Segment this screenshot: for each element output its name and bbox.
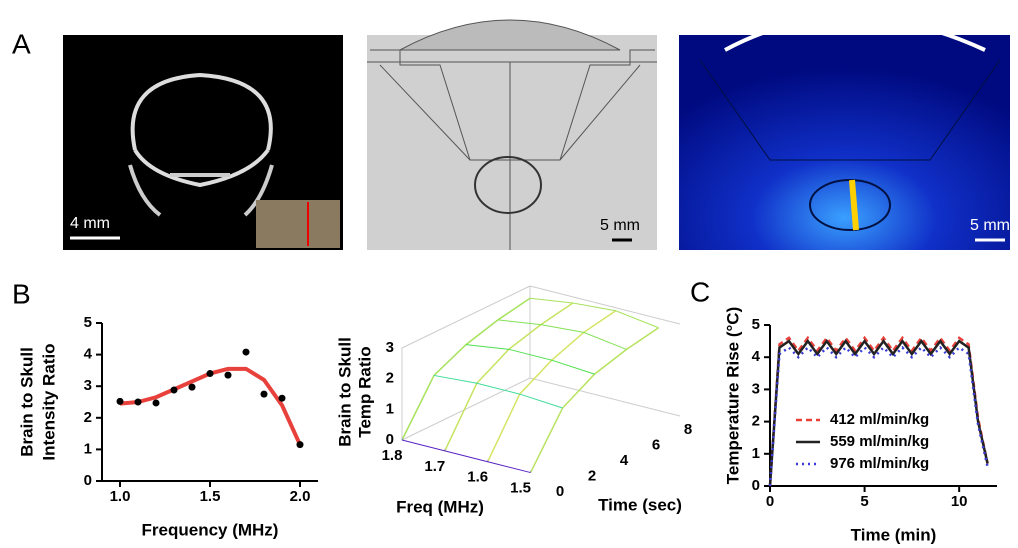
box-edge (402, 286, 530, 348)
x-tick-label: 1.5 (200, 488, 221, 505)
scale-bar-label: 5 mm (970, 217, 1010, 234)
z-tick-label: 3 (386, 339, 394, 356)
data-point (189, 384, 196, 391)
box-edge (530, 378, 680, 416)
y-tick-label: 6 (652, 436, 660, 453)
y-tick-label: 0 (752, 477, 760, 494)
data-point (243, 349, 250, 356)
x-tick-label: 1.8 (382, 447, 403, 464)
y-tick-label: 4 (620, 452, 629, 469)
z-tick-label: 0 (386, 431, 394, 448)
x-axis-label: Freq (MHz) (396, 497, 484, 516)
y-axis-label: Brain to Skull (17, 347, 36, 457)
x-tick-label: 1.6 (467, 469, 488, 486)
data-point (117, 398, 124, 405)
data-point (207, 370, 214, 377)
surface-line (531, 328, 659, 473)
panel-label: A (12, 28, 31, 59)
surface-line (402, 298, 530, 440)
x-tick-label: 10 (951, 493, 968, 510)
panel-label: B (12, 278, 31, 309)
y-tick-label: 1 (752, 445, 760, 462)
data-point (135, 399, 142, 406)
data-point (261, 391, 268, 398)
x-axis-label: Frequency (MHz) (142, 520, 279, 539)
legend-label: 559 ml/min/kg (830, 433, 929, 450)
z-tick-label: 2 (386, 370, 394, 387)
field-image: 5 mm (679, 18, 1010, 251)
panel-label: C (690, 276, 710, 307)
data-point (297, 441, 304, 448)
y-tick-label: 2 (588, 467, 596, 484)
surface-line (488, 311, 616, 462)
y-axis-label: Temperature Rise (°C) (723, 307, 742, 484)
surface-line (434, 375, 563, 408)
y-tick-label: 1 (84, 440, 92, 457)
x-tick-label: 2.0 (290, 488, 311, 505)
x-tick-label: 1.0 (110, 488, 131, 505)
legend-label: 976 ml/min/kg (830, 455, 929, 472)
y-tick-label: 2 (84, 409, 92, 426)
x-tick-label: 1.7 (424, 458, 445, 475)
data-point (153, 399, 160, 406)
y-tick-label: 4 (84, 346, 93, 363)
y-tick-label: 3 (752, 380, 760, 397)
x-tick-label: 0 (766, 493, 774, 510)
surface-line (445, 303, 573, 451)
y-tick-label: 0 (84, 472, 92, 489)
legend-label: 412 ml/min/kg (830, 411, 929, 428)
z-axis-label: Brain to Skull (335, 337, 354, 447)
x-tick-label: 1.5 (510, 480, 531, 497)
geometry-image: 5 mm (367, 20, 657, 250)
z-tick-label: 1 (386, 400, 394, 417)
ct-image: 4 mm (63, 35, 343, 250)
y-axis-label: Time (sec) (598, 495, 682, 514)
z-axis-label: Temp Ratio (355, 346, 374, 437)
scale-bar-label: 5 mm (600, 217, 640, 234)
y-tick-label: 2 (752, 413, 760, 430)
y-tick-label: 5 (84, 314, 92, 331)
y-tick-label: 5 (752, 316, 760, 333)
x-tick-label: 5 (860, 493, 868, 510)
y-tick-label: 8 (684, 421, 692, 438)
data-point (279, 395, 286, 402)
scale-bar-label: 4 mm (70, 215, 110, 232)
x-axis-label: Time (min) (851, 525, 937, 544)
fit-line (120, 369, 300, 445)
y-tick-label: 4 (752, 348, 761, 365)
y-tick-label: 3 (84, 377, 92, 394)
y-axis-label: Intensity Ratio (39, 343, 58, 460)
figure: A B C 4 mm 5 mm 5 mm 0 1 2 3 4 5 1.0 1.5 2.0 Brai… (0, 0, 1018, 548)
data-point (225, 372, 232, 379)
surface-line (498, 320, 627, 350)
surface-line (402, 440, 531, 473)
box-edge (402, 378, 530, 440)
data-point (171, 386, 178, 393)
y-tick-label: 0 (556, 483, 564, 500)
